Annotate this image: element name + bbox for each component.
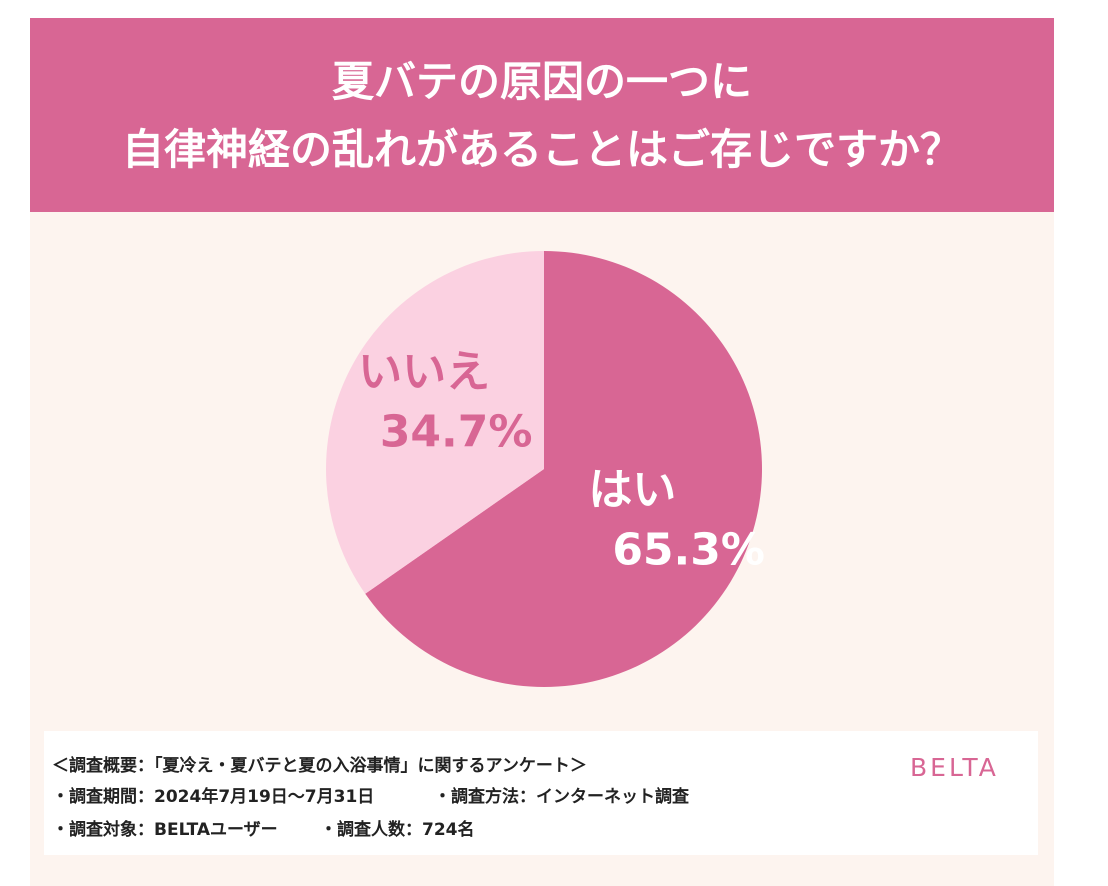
survey-line-3: ・調査対象：BELTAユーザー ・調査人数：724名 bbox=[52, 819, 475, 841]
pie-slice-0 bbox=[365, 251, 762, 687]
pie-slice-1 bbox=[326, 251, 544, 594]
pie-labels: はい 65.3% いいえ 34.7% bbox=[358, 347, 765, 576]
slice-label-1: いいえ bbox=[358, 347, 490, 398]
survey-period: ・調査期間：2024年7月19日〜7月31日 bbox=[52, 787, 375, 807]
belta-logo: BELTA bbox=[910, 753, 999, 782]
survey-target: ・調査対象：BELTAユーザー bbox=[52, 820, 278, 840]
survey-summary-box: ＜調査概要：「夏冷え・夏バテと夏の入浴事情」に関するアンケート＞ ・調査期間：2… bbox=[44, 731, 1038, 855]
slice-value-1: 34.7% bbox=[380, 407, 533, 458]
survey-title: ＜調査概要：「夏冷え・夏バテと夏の入浴事情」に関するアンケート＞ bbox=[52, 756, 587, 776]
infographic-panel: 夏バテの原因の一つに 自律神経の乱れがあることはご存じですか？ はい 65.3% い… bbox=[30, 18, 1054, 886]
pie-slices bbox=[326, 251, 762, 687]
title-banner: 夏バテの原因の一つに 自律神経の乱れがあることはご存じですか？ bbox=[30, 18, 1054, 212]
title-line-2: 自律神経の乱れがあることはご存じですか？ bbox=[121, 125, 962, 174]
slice-value-0: 65.3% bbox=[612, 524, 765, 575]
survey-line-2: ・調査期間：2024年7月19日〜7月31日 ・調査方法：インターネット調査 bbox=[52, 786, 689, 808]
title-line-1: 夏バテの原因の一つに bbox=[331, 57, 752, 106]
survey-method: ・調査方法：インターネット調査 bbox=[434, 787, 689, 807]
slice-label-0: はい bbox=[588, 464, 676, 515]
survey-count: ・調査人数：724名 bbox=[320, 820, 475, 840]
pie-chart: はい 65.3% いいえ 34.7% bbox=[326, 251, 765, 687]
